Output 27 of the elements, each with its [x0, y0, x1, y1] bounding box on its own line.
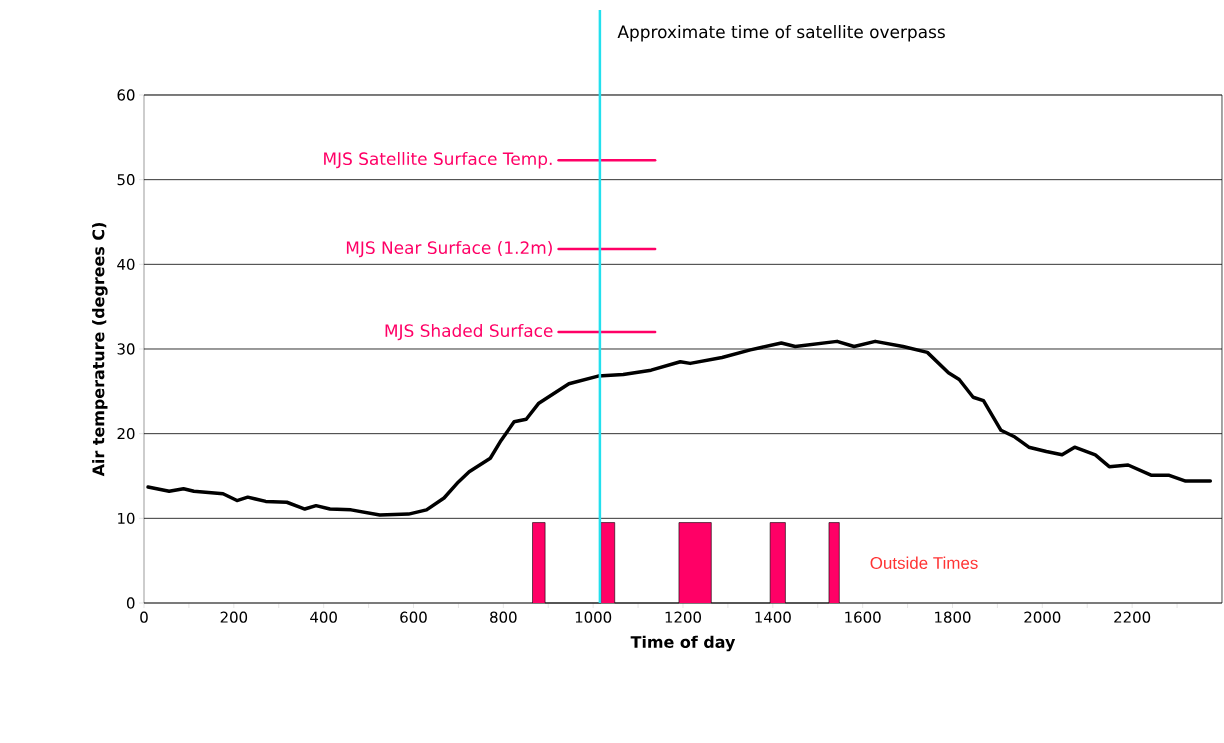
x-tick-label: 600: [400, 611, 427, 623]
y-tick-label: 0: [126, 597, 135, 609]
y-tick-label: 40: [117, 258, 135, 270]
y-tick-label: 20: [117, 428, 135, 440]
x-tick-label: 1600: [845, 611, 881, 623]
x-tick-label: 2000: [1024, 611, 1061, 623]
x-axis-title: Time of day: [630, 635, 736, 652]
y-tick-label: 60: [117, 89, 135, 101]
y-axis-title: Air temperature (degrees C): [92, 223, 108, 477]
x-tick-label: 800: [490, 611, 517, 623]
series-label: Outside Times: [870, 556, 978, 570]
y-tick-label: 10: [118, 512, 135, 524]
series-label: MJS Near Surface (1.2m): [346, 240, 552, 258]
x-tick-label: 1200: [665, 611, 701, 623]
x-tick-label: 1000: [575, 611, 612, 623]
x-tick-label: 2200: [1114, 611, 1151, 623]
x-tick-label: 1400: [755, 611, 791, 623]
ref-line-label: Approximate time of satellite overpass: [617, 25, 945, 42]
line-series: [146, 339, 1213, 517]
x-tick-label: 400: [310, 611, 337, 623]
series-label: MJS Shaded Surface: [385, 323, 553, 341]
series-label: MJS Satellite Surface Temp.: [324, 151, 552, 169]
x-tick-label: 1800: [935, 611, 971, 623]
y-tick-label: 30: [117, 343, 135, 355]
x-tick-label: 0: [140, 611, 148, 623]
x-tick-label: 200: [220, 611, 248, 623]
y-tick-label: 50: [117, 174, 135, 186]
